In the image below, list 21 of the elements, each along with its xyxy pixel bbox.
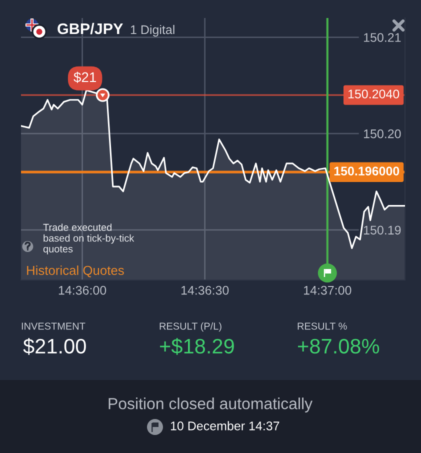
- x-tick-label: 14:36:30: [181, 286, 229, 295]
- annotation: Trade executed based on tick-by-tick quotes: [43, 224, 134, 254]
- ref-line-label: 150.196000: [334, 166, 400, 176]
- y-tick-label: 150.19: [364, 226, 401, 235]
- x-tick-label: 14:36:00: [58, 286, 106, 295]
- annotation: Historical Quotes: [27, 265, 124, 278]
- text: +87.08%: [298, 338, 380, 354]
- chart-title: GBP/JPY: [58, 22, 123, 34]
- text: INVESTMENT: [22, 322, 86, 330]
- text: 1 Digital: [130, 24, 174, 37]
- ref-line-label: 150.2040: [348, 90, 400, 98]
- text: RESULT %: [298, 322, 347, 330]
- text: +$18.29: [160, 338, 234, 355]
- text: 10 December 14:37: [170, 421, 280, 430]
- y-tick-label: 150.20: [364, 129, 401, 138]
- x-tick-label: 14:37:00: [304, 286, 352, 295]
- y-tick-label: 150.21: [364, 33, 401, 42]
- text: $21.00: [23, 338, 86, 355]
- text: Position closed automatically: [108, 398, 313, 412]
- annotation: $21: [74, 72, 96, 83]
- text: RESULT (P/L): [160, 322, 222, 332]
